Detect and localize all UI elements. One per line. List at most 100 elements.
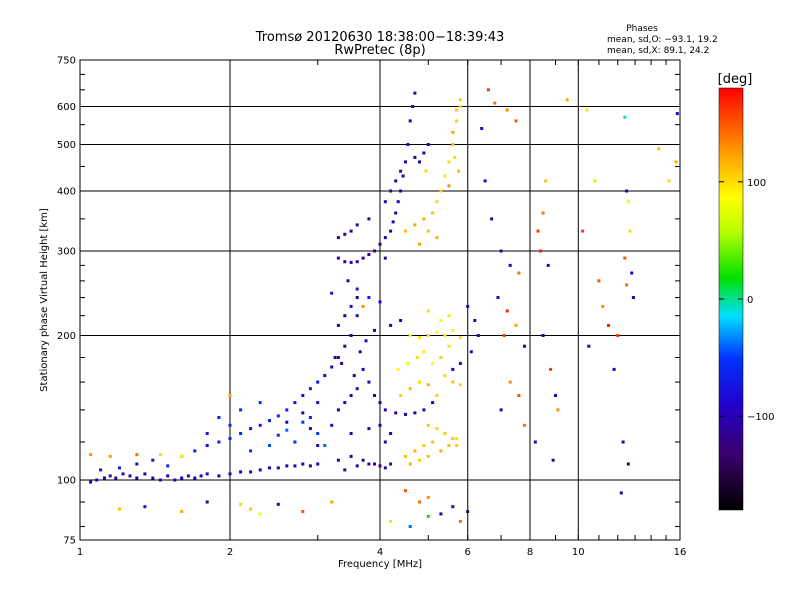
data-point <box>308 387 312 391</box>
data-point <box>536 229 540 233</box>
data-point <box>308 464 312 468</box>
data-point <box>323 374 327 378</box>
data-point <box>258 423 262 427</box>
data-point <box>623 115 627 119</box>
data-point <box>308 416 312 419</box>
data-point <box>455 119 459 123</box>
data-point <box>476 334 480 337</box>
data-point <box>490 217 494 221</box>
data-point <box>565 98 569 102</box>
data-point <box>268 444 271 447</box>
data-point <box>383 200 387 204</box>
data-point <box>285 408 289 412</box>
data-point <box>89 480 93 484</box>
data-point <box>451 437 455 441</box>
data-point <box>364 339 368 343</box>
data-point <box>447 344 451 348</box>
data-point <box>135 453 139 457</box>
data-point <box>505 108 509 112</box>
data-point <box>128 474 132 478</box>
data-point <box>399 169 403 173</box>
data-point <box>451 367 455 371</box>
data-point <box>406 361 410 365</box>
data-point <box>367 380 371 384</box>
data-point <box>180 476 184 480</box>
data-point <box>626 200 630 204</box>
data-point <box>413 91 417 95</box>
data-point <box>496 296 500 299</box>
data-point <box>108 474 112 478</box>
y-tick-label: 100 <box>57 476 76 487</box>
data-point <box>352 374 356 378</box>
data-point <box>675 112 679 116</box>
data-point <box>151 476 155 480</box>
data-point <box>473 319 477 322</box>
grid-lines <box>80 60 680 540</box>
data-point <box>333 356 337 359</box>
data-points <box>89 88 679 528</box>
data-point <box>355 287 359 291</box>
data-point <box>301 411 305 415</box>
data-point <box>541 211 545 215</box>
colorbar-tick-label: −100 <box>747 412 774 423</box>
data-point <box>186 474 190 478</box>
data-point <box>435 200 439 204</box>
data-point <box>361 458 365 462</box>
data-point <box>587 344 591 348</box>
data-point <box>404 412 407 416</box>
colorbar-label: [deg] <box>718 72 753 87</box>
data-point <box>373 462 376 466</box>
data-point <box>173 478 177 482</box>
data-point <box>597 279 601 283</box>
data-point <box>336 356 340 359</box>
data-point <box>228 394 232 397</box>
data-point <box>399 189 403 193</box>
data-point <box>217 416 221 419</box>
data-point <box>418 458 421 462</box>
data-point <box>408 462 412 466</box>
x-tick-label: 2 <box>227 547 233 558</box>
data-point <box>373 249 376 253</box>
data-point <box>268 466 271 470</box>
data-point <box>293 440 297 444</box>
data-point <box>466 304 470 308</box>
data-point <box>355 223 359 227</box>
data-point <box>276 466 280 470</box>
data-point <box>355 314 359 318</box>
data-point <box>408 525 412 528</box>
data-point <box>367 427 371 431</box>
data-point <box>367 217 371 221</box>
data-point <box>89 453 93 457</box>
data-point <box>623 256 627 260</box>
data-point <box>413 449 417 453</box>
colorbar-ticks: 100 0 −100 <box>719 178 774 423</box>
data-point <box>343 468 347 472</box>
data-point <box>483 179 487 183</box>
data-point <box>607 323 610 327</box>
data-point <box>408 334 412 337</box>
data-point <box>373 328 376 332</box>
data-point <box>383 256 387 260</box>
data-point <box>293 401 297 405</box>
data-point <box>340 361 344 365</box>
data-point <box>426 514 430 518</box>
data-point <box>301 420 305 424</box>
data-point <box>358 350 362 354</box>
data-point <box>418 380 421 384</box>
data-point <box>626 462 630 466</box>
data-point <box>349 454 353 458</box>
data-point <box>108 454 112 458</box>
data-point <box>499 408 503 412</box>
data-point <box>343 232 347 236</box>
data-point <box>404 454 407 458</box>
data-point <box>517 271 521 275</box>
data-point <box>549 367 553 371</box>
data-point <box>508 380 512 384</box>
data-point <box>404 229 407 233</box>
data-point <box>443 174 447 178</box>
data-point <box>343 314 347 318</box>
chart-title-line1: Tromsø 20120630 18:38:00−18:39:43 <box>255 30 505 45</box>
data-point <box>349 260 353 264</box>
data-point <box>554 394 557 397</box>
data-point <box>361 304 365 308</box>
